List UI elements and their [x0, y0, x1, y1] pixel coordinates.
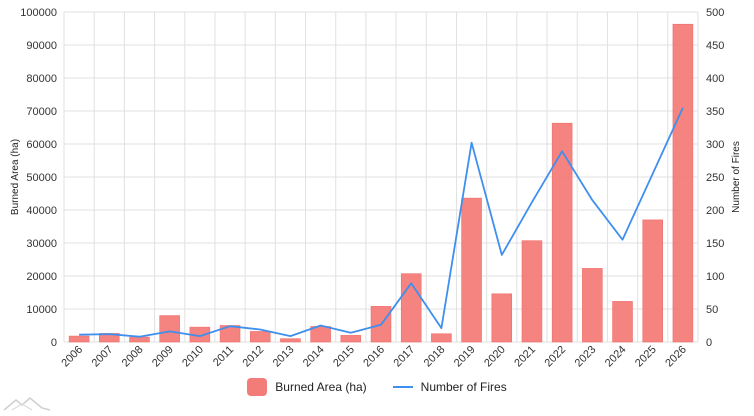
bar-2013[interactable] [280, 338, 301, 343]
legend: Burned Area (ha) Number of Fires [0, 376, 754, 398]
left-tick-label: 20000 [26, 271, 57, 283]
x-tick-label: 2023 [573, 344, 599, 370]
bar-2018[interactable] [431, 333, 452, 343]
x-tick-label: 2026 [663, 344, 689, 370]
left-tick-label: 100000 [20, 7, 57, 19]
left-tick-label: 10000 [26, 304, 57, 316]
bar-2021[interactable] [521, 240, 543, 343]
left-axis-ticks: 0 10000 20000 30000 40000 50000 60000 70000 8000… [20, 7, 57, 349]
legend-line-swatch [392, 386, 413, 388]
right-tick-label: 50 [706, 304, 718, 316]
x-tick-label: 2016 [361, 344, 387, 370]
bar-2015[interactable] [340, 335, 362, 343]
right-tick-label: 500 [706, 7, 724, 19]
right-tick-label: 0 [706, 337, 712, 349]
x-tick-label: 2021 [512, 344, 538, 370]
legend-label-burned-area: Burned Area (ha) [275, 380, 367, 394]
left-tick-label: 70000 [26, 106, 57, 118]
right-tick-label: 300 [706, 139, 724, 151]
bar-2008[interactable] [129, 336, 150, 343]
mountain-logo-icon [3, 397, 51, 411]
x-tick-label: 2019 [452, 344, 478, 370]
bar-series [68, 23, 694, 343]
bar-2025[interactable] [642, 219, 663, 343]
bar-2009[interactable] [159, 315, 180, 343]
left-tick-label: 50000 [26, 172, 57, 184]
x-tick-label: 2025 [633, 344, 659, 370]
x-tick-label: 2006 [59, 344, 85, 370]
legend-item-number-of-fires[interactable]: Number of Fires [392, 380, 507, 394]
left-tick-label: 90000 [26, 40, 57, 52]
bar-2006[interactable] [68, 335, 90, 343]
bar-2022[interactable] [551, 122, 573, 343]
x-tick-label: 2018 [422, 344, 448, 370]
fires-line[interactable] [79, 107, 684, 338]
x-tick-label: 2015 [331, 344, 357, 370]
right-tick-label: 150 [706, 238, 724, 250]
legend-label-number-of-fires: Number of Fires [420, 380, 507, 394]
left-tick-label: 40000 [26, 205, 57, 217]
bar-2023[interactable] [582, 268, 603, 343]
right-tick-label: 200 [706, 205, 724, 217]
right-tick-label: 350 [706, 106, 724, 118]
bar-2012[interactable] [249, 331, 271, 343]
x-tick-label: 2009 [150, 344, 176, 370]
chart: 0 10000 20000 30000 40000 50000 60000 70000 8000… [10, 7, 742, 370]
right-tick-label: 450 [706, 40, 724, 52]
legend-item-burned-area[interactable]: Burned Area (ha) [247, 378, 367, 396]
right-axis-title: Number of Fires [731, 141, 742, 213]
left-tick-label: 30000 [26, 238, 57, 250]
gridlines [63, 11, 699, 343]
x-tick-label: 2022 [542, 344, 568, 370]
bar-2014[interactable] [310, 326, 331, 343]
x-axis-ticks: 2006 2007 2008 2009 2010 2011 2012 2013 2014 2015… [59, 344, 689, 370]
legend-bar-swatch [247, 378, 268, 396]
bar-2019[interactable] [461, 197, 482, 343]
right-tick-label: 100 [706, 271, 724, 283]
x-tick-label: 2007 [90, 344, 116, 370]
x-tick-label: 2008 [120, 344, 146, 370]
x-tick-label: 2024 [603, 344, 629, 370]
line-series [79, 107, 684, 338]
x-tick-label: 2020 [482, 344, 508, 370]
left-tick-label: 80000 [26, 73, 57, 85]
x-tick-label: 2013 [271, 344, 297, 370]
x-tick-label: 2011 [211, 344, 236, 369]
bar-2026[interactable] [672, 23, 694, 343]
left-tick-label: 0 [51, 337, 57, 349]
right-tick-label: 400 [706, 73, 724, 85]
bar-2020[interactable] [491, 293, 513, 343]
left-tick-label: 60000 [26, 139, 57, 151]
x-tick-label: 2017 [392, 344, 418, 370]
right-axis-ticks: 0 50 100 150 200 250 300 350 400 450 500 [706, 7, 724, 349]
left-axis-title: Burned Area (ha) [10, 139, 21, 215]
x-tick-label: 2014 [301, 344, 327, 370]
x-tick-label: 2010 [180, 344, 206, 370]
bar-2024[interactable] [612, 301, 633, 343]
right-tick-label: 250 [706, 172, 724, 184]
x-tick-label: 2012 [241, 344, 267, 370]
